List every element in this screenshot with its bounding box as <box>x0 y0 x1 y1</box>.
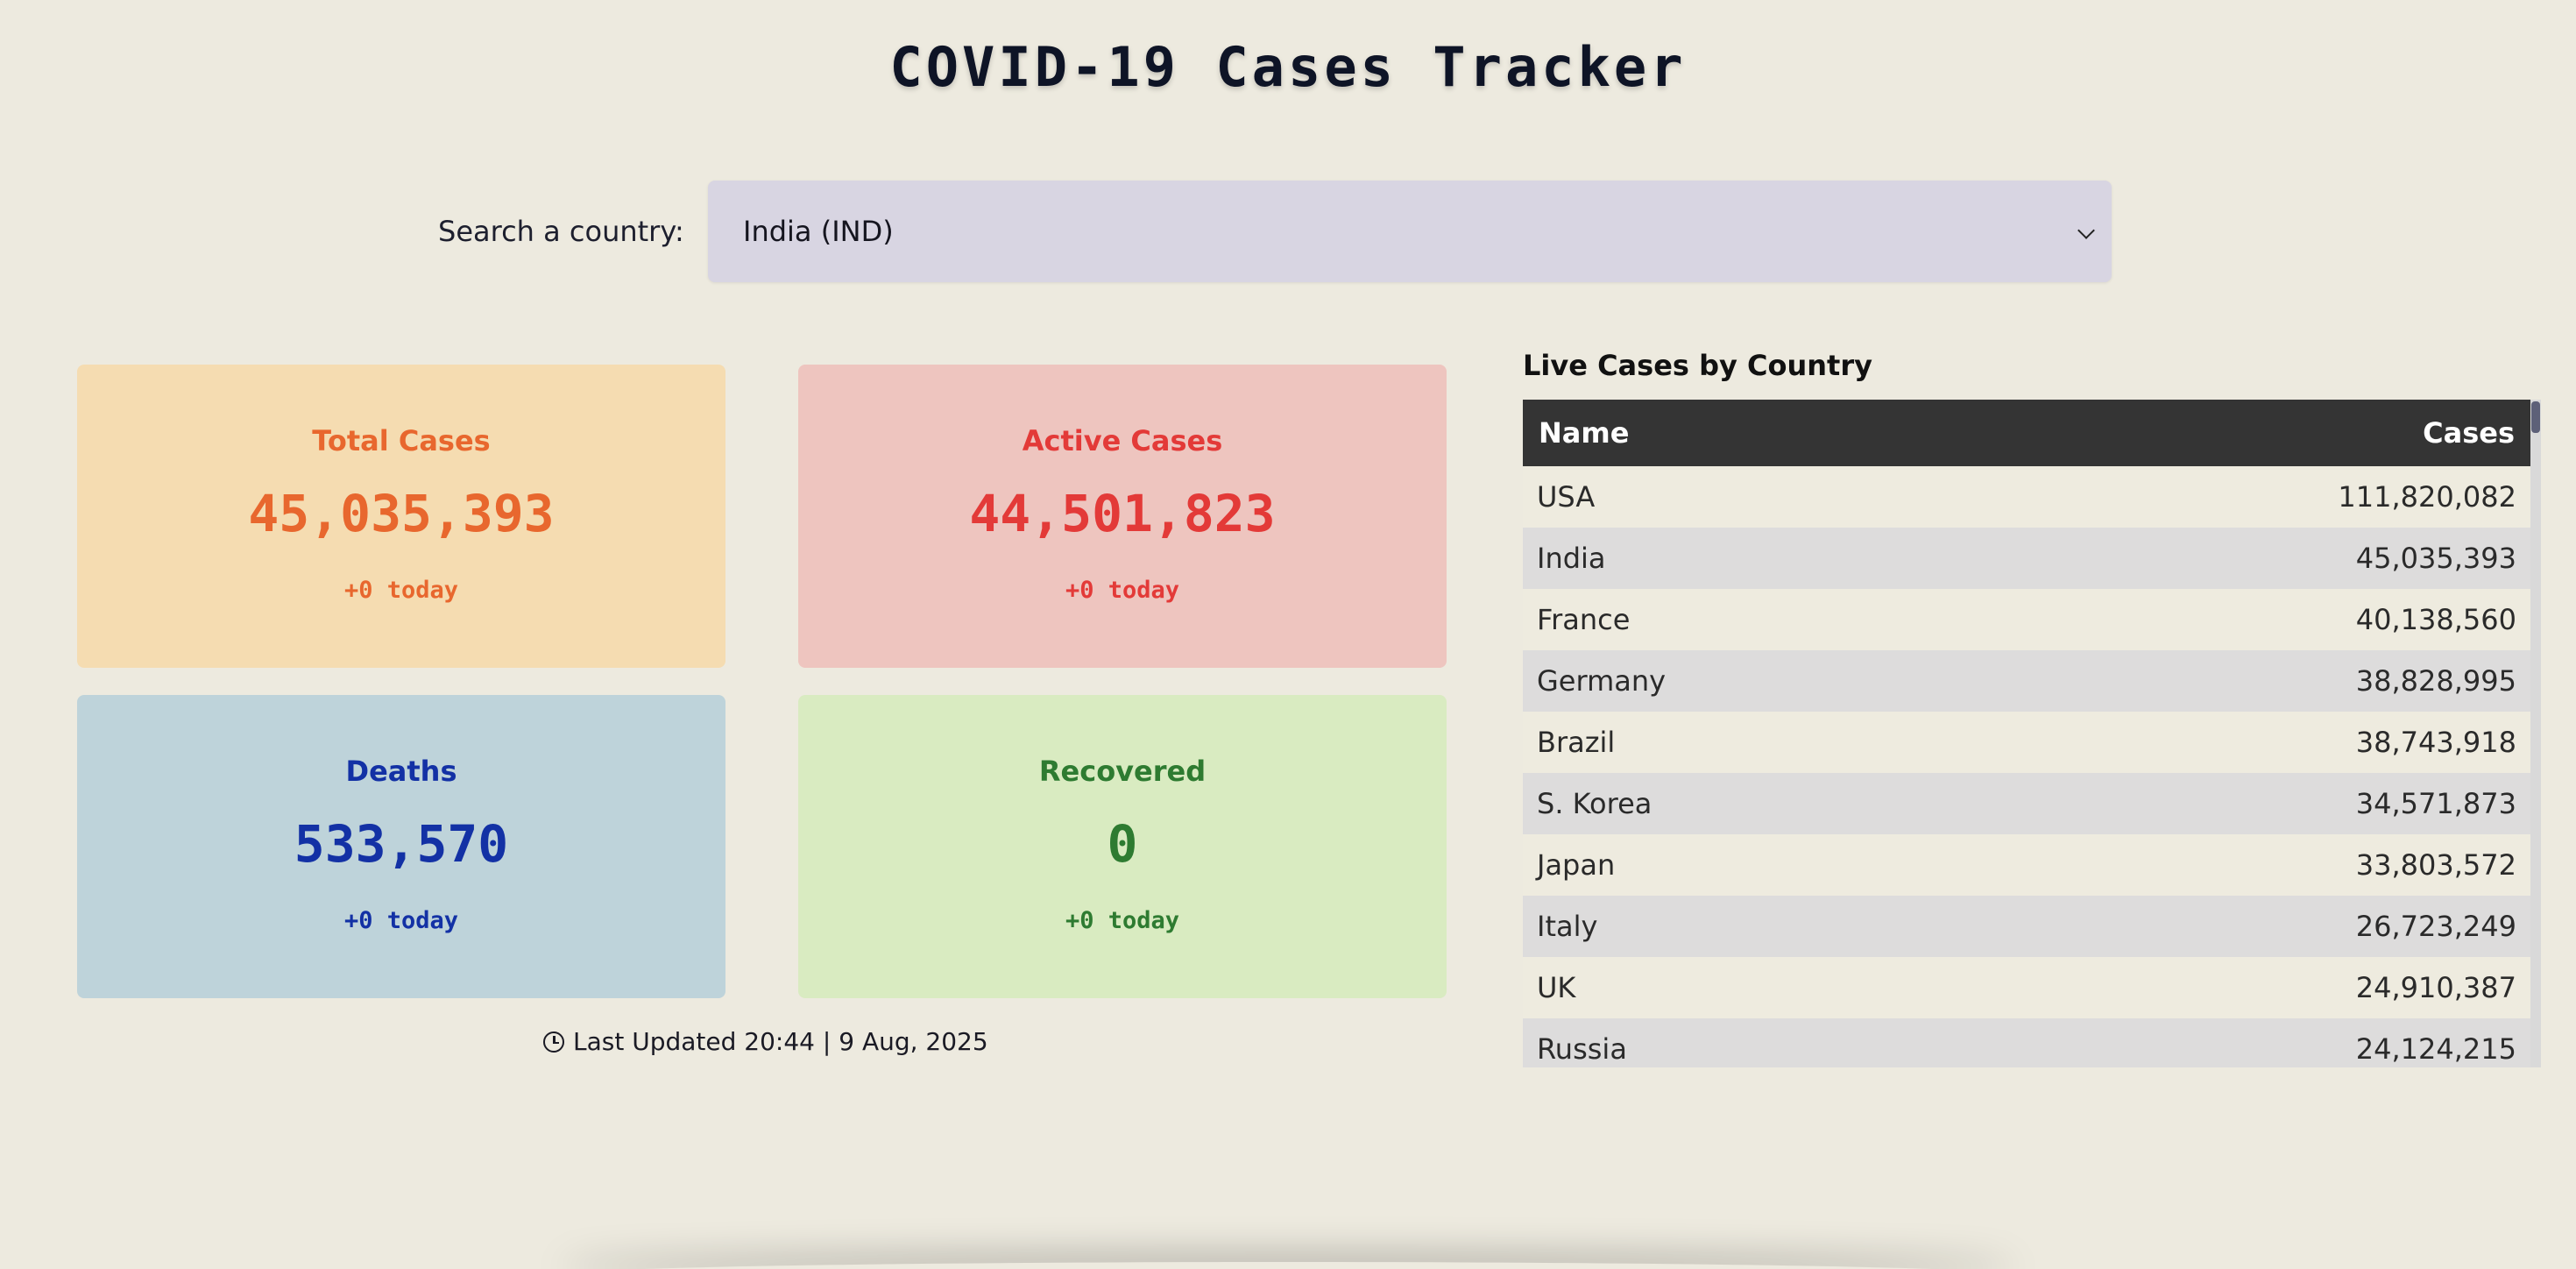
table-row[interactable]: India 45,035,393 <box>1523 528 2530 589</box>
row-cases: 38,743,918 <box>2355 726 2516 759</box>
active-cases-value: 44,501,823 <box>969 484 1276 543</box>
row-country: UK <box>1537 971 1576 1004</box>
row-country: Russia <box>1537 1032 1627 1066</box>
row-cases: 38,828,995 <box>2355 664 2516 698</box>
recovered-label: Recovered <box>1038 755 1207 788</box>
deaths-today: +0 today <box>343 907 459 934</box>
chevron-down-icon <box>2077 222 2095 239</box>
last-updated: Last Updated 20:44 | 9 Aug, 2025 <box>543 1027 988 1056</box>
row-country: Italy <box>1537 910 1598 943</box>
total-cases-today: +0 today <box>343 577 459 604</box>
row-cases: 45,035,393 <box>2355 542 2516 575</box>
row-country: France <box>1537 603 1631 636</box>
table-row[interactable]: Brazil 38,743,918 <box>1523 712 2530 773</box>
deaths-value: 533,570 <box>294 814 509 874</box>
row-country: Germany <box>1537 664 1667 698</box>
row-cases: 24,910,387 <box>2355 971 2516 1004</box>
row-country: USA <box>1537 480 1596 514</box>
deaths-card: Deaths 533,570 +0 today <box>77 695 725 998</box>
header-name[interactable]: Name <box>1539 416 1630 450</box>
row-country: Brazil <box>1537 726 1616 759</box>
table-row[interactable]: UK 24,910,387 <box>1523 957 2530 1018</box>
table-row[interactable]: Germany 38,828,995 <box>1523 650 2530 712</box>
clock-icon <box>543 1031 564 1053</box>
page-title: COVID-19 Cases Tracker <box>889 35 1687 99</box>
country-select[interactable]: India (IND) <box>708 181 2112 282</box>
table-header: Name Cases <box>1523 400 2530 466</box>
active-cases-today: +0 today <box>1065 577 1180 604</box>
table-title: Live Cases by Country <box>1523 349 1872 382</box>
table-row[interactable]: S. Korea 34,571,873 <box>1523 773 2530 834</box>
table-row[interactable]: France 40,138,560 <box>1523 589 2530 650</box>
row-cases: 40,138,560 <box>2355 603 2516 636</box>
table-row[interactable]: USA 111,820,082 <box>1523 466 2530 528</box>
table-row[interactable]: Russia 24,124,215 <box>1523 1018 2530 1067</box>
active-cases-card: Active Cases 44,501,823 +0 today <box>798 365 1447 668</box>
recovered-today: +0 today <box>1065 907 1180 934</box>
row-cases: 24,124,215 <box>2355 1032 2516 1066</box>
recovered-card: Recovered 0 +0 today <box>798 695 1447 998</box>
table-row[interactable]: Japan 33,803,572 <box>1523 834 2530 896</box>
search-row: Search a country: India (IND) <box>0 181 2576 282</box>
country-table[interactable]: Name Cases USA 111,820,082 India 45,035,… <box>1523 400 2541 1067</box>
total-cases-value: 45,035,393 <box>248 484 555 543</box>
row-country: Japan <box>1537 848 1616 882</box>
bottom-panel-shadow <box>561 1262 2015 1269</box>
table-row[interactable]: Italy 26,723,249 <box>1523 896 2530 957</box>
row-cases: 111,820,082 <box>2338 480 2516 514</box>
row-country: India <box>1537 542 1606 575</box>
last-updated-text: Last Updated 20:44 | 9 Aug, 2025 <box>573 1027 988 1056</box>
row-country: S. Korea <box>1537 787 1652 820</box>
country-select-value: India (IND) <box>743 215 894 248</box>
row-cases: 26,723,249 <box>2355 910 2516 943</box>
table-scrollbar[interactable] <box>2530 400 2541 1067</box>
deaths-label: Deaths <box>345 755 457 788</box>
active-cases-label: Active Cases <box>1022 424 1223 457</box>
total-cases-label: Total Cases <box>312 424 491 457</box>
search-label: Search a country: <box>438 215 684 248</box>
recovered-value: 0 <box>1107 814 1138 874</box>
scrollbar-thumb[interactable] <box>2531 401 2540 433</box>
total-cases-card: Total Cases 45,035,393 +0 today <box>77 365 725 668</box>
header-cases[interactable]: Cases <box>2423 416 2515 450</box>
row-cases: 33,803,572 <box>2355 848 2516 882</box>
row-cases: 34,571,873 <box>2355 787 2516 820</box>
